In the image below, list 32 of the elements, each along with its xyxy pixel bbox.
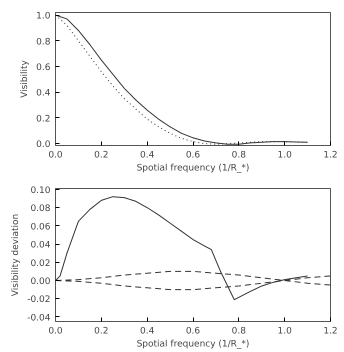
x-tick-label: 0.6 bbox=[186, 326, 200, 336]
x-tick-label: 0.8 bbox=[232, 326, 246, 336]
y-axis-title: Visibility bbox=[20, 59, 30, 98]
x-tick-label: 1.2 bbox=[323, 326, 338, 336]
y-tick-label: 0.2 bbox=[36, 114, 51, 124]
x-tick-label: 0.2 bbox=[94, 150, 109, 160]
y-tick-label: 0.10 bbox=[30, 186, 51, 196]
x-tick-label: 0.2 bbox=[94, 326, 109, 336]
y-tick-label: -0.04 bbox=[27, 313, 51, 324]
y-axis-title: Visibility deviation bbox=[11, 214, 22, 296]
y-tick-label: 0.0 bbox=[36, 140, 51, 150]
y-tick-label: 0.00 bbox=[30, 277, 51, 288]
y-tick-label: 0.8 bbox=[36, 37, 51, 48]
y-tick-label: 0.4 bbox=[36, 88, 51, 99]
x-tick-label: 0.6 bbox=[186, 150, 200, 160]
y-tick-label: -0.02 bbox=[27, 295, 51, 306]
y-tick-label: 0.04 bbox=[30, 240, 51, 251]
y-tick-label: 0.02 bbox=[30, 258, 51, 269]
x-tick-label: 0.0 bbox=[48, 326, 63, 336]
x-tick-label: 0.0 bbox=[48, 150, 63, 160]
y-tick-label: 0.6 bbox=[36, 62, 51, 73]
y-tick-label: 0.06 bbox=[30, 222, 51, 232]
x-tick-label: 1.0 bbox=[278, 150, 292, 160]
x-axis-title: Spotial frequency (1/R_*) bbox=[136, 340, 250, 350]
y-tick-label: 1.0 bbox=[36, 12, 51, 22]
x-tick-label: 0.4 bbox=[140, 326, 155, 336]
x-tick-label: 1.2 bbox=[323, 150, 338, 160]
x-axis-title: Spotial frequency (1/R_*) bbox=[136, 164, 250, 174]
x-tick-label: 0.8 bbox=[232, 150, 246, 160]
y-tick-label: 0.08 bbox=[30, 204, 51, 214]
x-tick-label: 1.0 bbox=[278, 326, 292, 336]
x-tick-label: 0.4 bbox=[140, 150, 155, 160]
